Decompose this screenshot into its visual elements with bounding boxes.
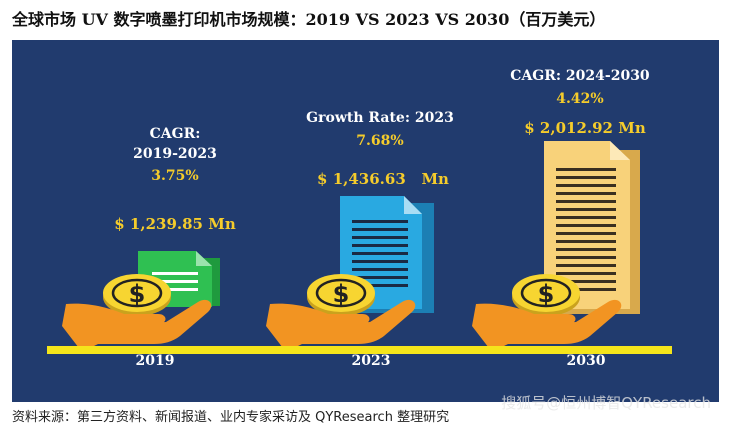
baseline-bar: [47, 346, 672, 354]
annotation-label-2019-line2: 2019-2023: [133, 146, 217, 162]
category-label-2023: 2023: [351, 353, 391, 369]
value-label-2023: $ 1,436.63 Mn: [317, 170, 449, 188]
category-label-2030: 2030: [566, 353, 606, 369]
value-label-2019: $ 1,239.85 Mn: [114, 215, 236, 233]
annotation-value-2030: 4.42%: [556, 91, 604, 107]
annotation-label-2023: Growth Rate: 2023: [306, 110, 454, 126]
source-footer: 资料来源：第三方资料、新闻报道、业内专家采访及 QYResearch 整理研究: [12, 410, 450, 425]
coin-icon-2019: [101, 272, 173, 318]
annotation-value-2019: 3.75%: [151, 168, 199, 184]
value-label-2030: $ 2,012.92 Mn: [524, 119, 646, 137]
annotation-value-2023: 7.68%: [356, 133, 404, 149]
watermark: 搜狐号@恒州博智QYResearch: [501, 394, 711, 412]
page-title: 全球市场 UV 数字喷墨打印机市场规模：2019 VS 2023 VS 2030…: [12, 10, 606, 29]
annotation-label-2030: CAGR: 2024-2030: [510, 68, 650, 84]
category-label-2019: 2019: [135, 353, 175, 369]
annotation-label-2019-line1: CAGR:: [149, 126, 201, 142]
coin-icon-2023: [305, 272, 377, 318]
